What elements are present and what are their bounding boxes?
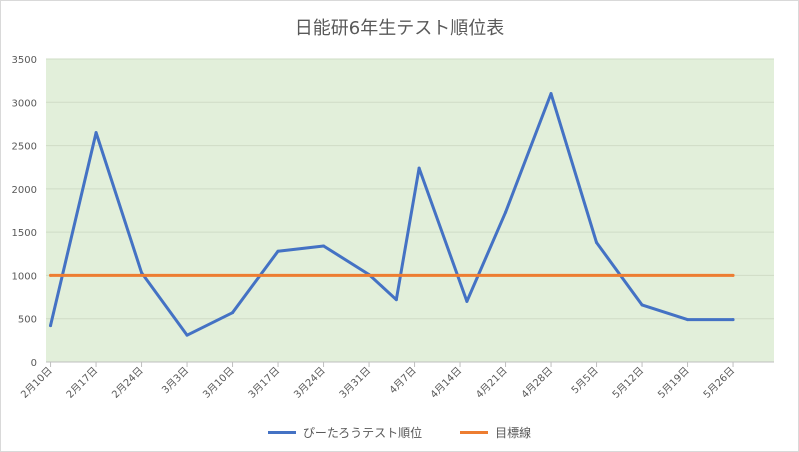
data-point — [731, 273, 735, 277]
data-point — [94, 131, 98, 135]
y-tick-label: 3000 — [12, 98, 37, 109]
data-point — [49, 324, 53, 328]
y-tick-label: 1500 — [12, 228, 37, 239]
data-point — [394, 298, 398, 302]
y-tick-label: 0 — [31, 358, 37, 369]
data-point — [504, 210, 508, 214]
x-tick-label: 4月14日 — [428, 365, 464, 401]
x-tick-label: 5月5日 — [569, 365, 601, 397]
data-point — [595, 241, 599, 245]
data-point — [731, 318, 735, 322]
legend-item-series-0[interactable]: ぴーたろうテスト順位 — [267, 424, 423, 441]
x-tick-label: 4月21日 — [474, 365, 510, 401]
data-point — [322, 244, 326, 248]
x-tick-label: 2月24日 — [110, 365, 146, 401]
x-tick-label: 5月26日 — [701, 365, 737, 401]
legend-label: ぴーたろうテスト順位 — [302, 426, 423, 440]
series-layer — [49, 92, 735, 337]
x-tick-label: 3月17日 — [246, 365, 282, 401]
data-point — [231, 311, 235, 315]
data-point — [640, 303, 644, 307]
y-tick-label: 1000 — [12, 271, 37, 282]
data-point — [417, 166, 421, 170]
data-point — [185, 333, 189, 337]
x-tick-label: 3月10日 — [201, 365, 237, 401]
data-point — [140, 271, 144, 275]
x-tick-label: 3月24日 — [292, 365, 328, 401]
legend-label: 目標線 — [495, 426, 532, 440]
y-tick-label: 3500 — [12, 55, 37, 66]
data-point — [49, 273, 53, 277]
data-point — [549, 92, 553, 96]
x-tick-label: 5月19日 — [656, 365, 692, 401]
y-tick-label: 2500 — [12, 142, 37, 153]
y-tick-label: 500 — [18, 315, 37, 326]
x-tick-label: 2月10日 — [19, 365, 55, 401]
y-tick-label: 2000 — [12, 185, 37, 196]
legend-swatch-orange — [460, 431, 489, 434]
legend: ぴーたろうテスト順位 目標線 — [1, 424, 798, 441]
data-point — [276, 249, 280, 253]
x-tick-label: 3月31日 — [337, 365, 373, 401]
data-point — [686, 318, 690, 322]
plot-area — [46, 59, 774, 362]
x-tick-label: 2月17日 — [64, 365, 100, 401]
data-point — [465, 299, 469, 303]
x-tick-label: 5月12日 — [610, 365, 646, 401]
legend-item-series-1[interactable]: 目標線 — [460, 424, 531, 441]
legend-swatch-blue — [267, 431, 296, 434]
x-tick-label: 4月7日 — [387, 365, 419, 397]
x-tick-label: 4月28日 — [519, 365, 555, 401]
x-tick-label: 3月3日 — [160, 365, 192, 397]
chart-title: 日能研6年生テスト順位表 — [294, 18, 505, 39]
